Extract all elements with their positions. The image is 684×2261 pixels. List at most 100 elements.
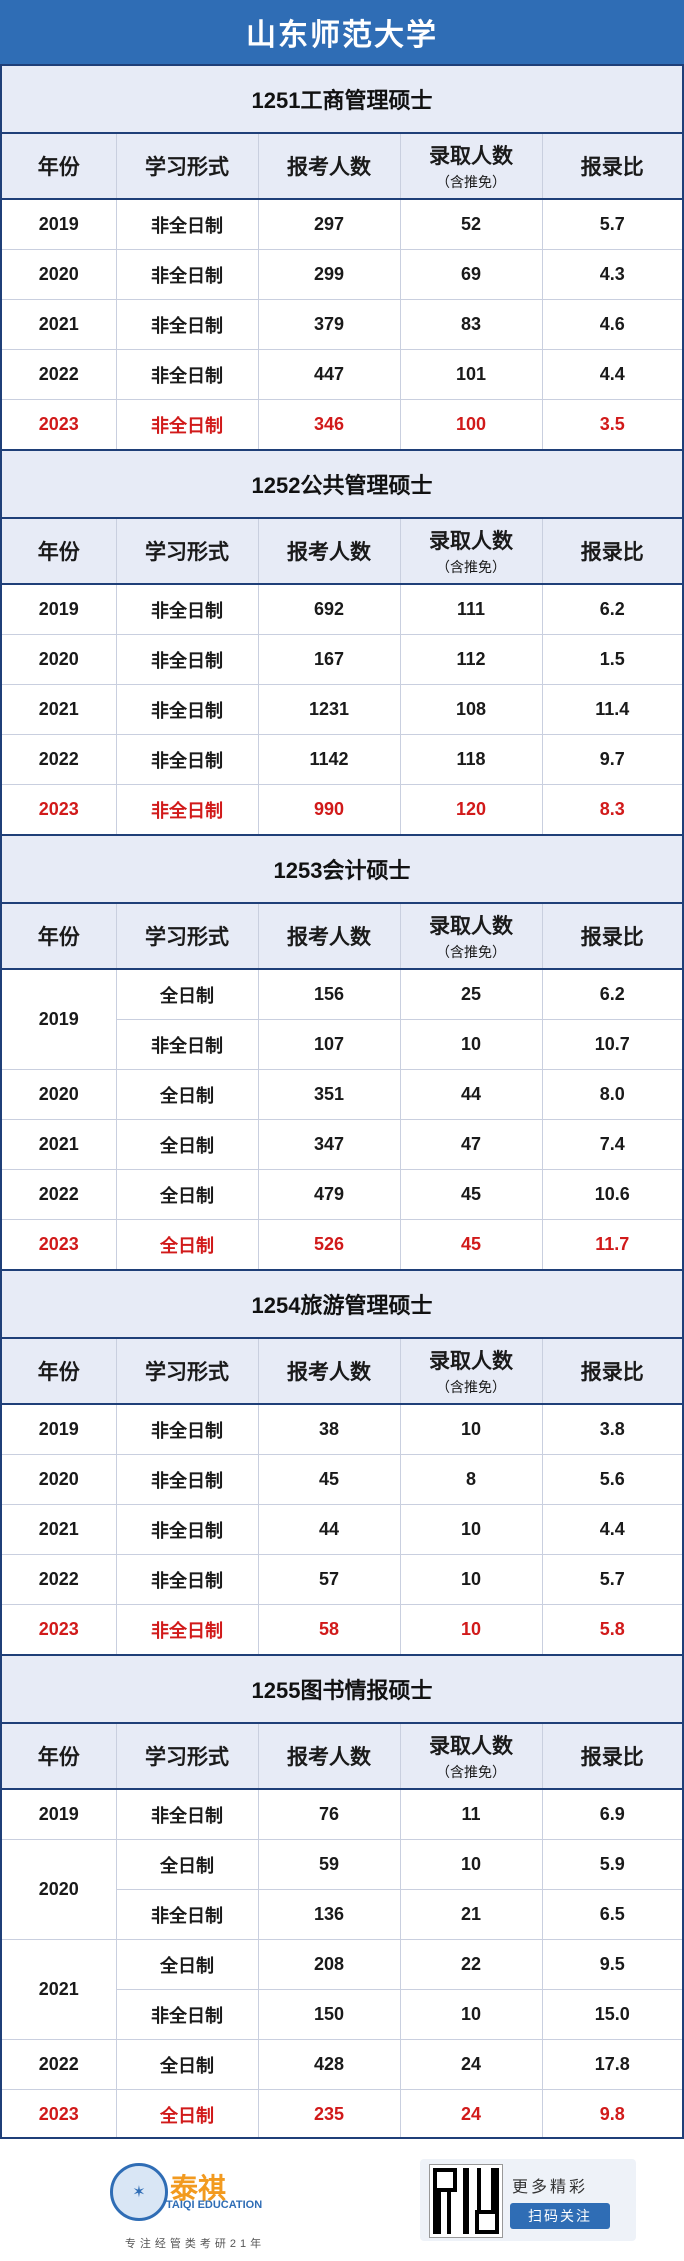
- cell-applicants: 136: [257, 1889, 400, 1940]
- logo-subtext: TAIQI EDUCATION: [166, 2199, 263, 2211]
- cell-mode: 非全日制: [115, 1504, 258, 1555]
- table-row: 2022 非全日制 447 101 4.4: [2, 349, 682, 400]
- slogan: 专注经管类考研21年: [124, 2238, 266, 2250]
- cell-ratio: 3.8: [541, 1404, 682, 1455]
- col-year: 年份: [2, 132, 116, 200]
- cell-year: 2021: [2, 684, 116, 735]
- col-applicants: 报考人数: [257, 132, 400, 200]
- cell-ratio: 6.2: [541, 969, 682, 1020]
- table-header-row: 年份 学习形式 报考人数 录取人数 （含推免） 报录比: [2, 517, 682, 585]
- program-table: 年份 学习形式 报考人数 录取人数 （含推免） 报录比 2019 非全日制 38 10 3…: [2, 1337, 682, 1654]
- program-table: 年份 学习形式 报考人数 录取人数 （含推免） 报录比 2019 全日制 156 25 6…: [2, 902, 682, 1269]
- col-admitted: 录取人数 （含推免）: [399, 517, 542, 585]
- col-mode: 学习形式: [115, 1337, 258, 1405]
- cell-mode: 全日制: [115, 1839, 258, 1890]
- cell-ratio: 6.2: [541, 584, 682, 635]
- cell-ratio: 6.9: [541, 1789, 682, 1840]
- cell-mode: 非全日制: [115, 299, 258, 350]
- cell-admitted: 112: [399, 634, 542, 685]
- cell-ratio: 5.7: [541, 199, 682, 250]
- col-ratio: 报录比: [541, 902, 682, 970]
- cell-applicants: 208: [257, 1939, 400, 1990]
- cell-ratio: 1.5: [541, 634, 682, 685]
- cell-admitted: 111: [399, 584, 542, 635]
- table-row: 2022 非全日制 57 10 5.7: [2, 1554, 682, 1605]
- cell-mode: 非全日制: [115, 1019, 258, 1070]
- col-admitted-note: （含推免）: [436, 1764, 506, 1780]
- table-row: 2020 全日制 59 10 5.9: [2, 1839, 682, 1940]
- cell-applicants: 479: [257, 1169, 400, 1220]
- cell-year: 2021: [2, 1119, 116, 1170]
- cell-ratio: 6.5: [541, 1889, 682, 1940]
- footer: ✶ 泰祺 TAIQI EDUCATION 专注经管类考研21年 更多精彩 扫码关…: [0, 2137, 684, 2261]
- table-row: 2019 非全日制 76 11 6.9: [2, 1789, 682, 1840]
- cell-admitted: 10: [399, 1504, 542, 1555]
- table-row: 2019 非全日制 692 111 6.2: [2, 584, 682, 635]
- col-admitted: 录取人数 （含推免）: [399, 132, 542, 200]
- program-table: 年份 学习形式 报考人数 录取人数 （含推免） 报录比 2019 非全日制 297 52…: [2, 132, 682, 449]
- cell-mode: 非全日制: [115, 399, 258, 449]
- scan-follow-button[interactable]: 扫码关注: [510, 2203, 610, 2229]
- table-row: 非全日制 107 10 10.7: [2, 1019, 682, 1070]
- cell-applicants: 299: [257, 249, 400, 300]
- table-row-highlight: 2023 全日制 235 24 9.8: [2, 2089, 682, 2139]
- cell-ratio: 9.5: [541, 1939, 682, 1990]
- cell-mode: 全日制: [115, 969, 258, 1020]
- page-title: 山东师范大学: [0, 0, 684, 64]
- cell-admitted: 120: [399, 784, 542, 834]
- cell-ratio: 4.6: [541, 299, 682, 350]
- cell-mode: 非全日制: [115, 349, 258, 400]
- cell-ratio: 5.8: [541, 1604, 682, 1654]
- cell-ratio: 4.4: [541, 1504, 682, 1555]
- table-row: 2021 非全日制 1231 108 11.4: [2, 684, 682, 735]
- cell-admitted: 10: [399, 1404, 542, 1455]
- col-mode: 学习形式: [115, 132, 258, 200]
- cell-ratio: 5.7: [541, 1554, 682, 1605]
- cell-admitted: 101: [399, 349, 542, 400]
- cell-admitted: 69: [399, 249, 542, 300]
- cell-mode: 非全日制: [115, 249, 258, 300]
- cell-year: 2020: [2, 1839, 116, 1940]
- col-admitted-label: 录取人数: [429, 530, 513, 553]
- table-row: 2022 全日制 428 24 17.8: [2, 2039, 682, 2090]
- col-year: 年份: [2, 902, 116, 970]
- table-row: 2019 非全日制 297 52 5.7: [2, 199, 682, 250]
- cell-ratio: 4.4: [541, 349, 682, 400]
- cell-admitted: 21: [399, 1889, 542, 1940]
- col-applicants: 报考人数: [257, 1337, 400, 1405]
- cell-applicants: 447: [257, 349, 400, 400]
- cell-applicants: 351: [257, 1069, 400, 1120]
- table-row: 非全日制 150 10 15.0: [2, 1989, 682, 2040]
- col-mode: 学习形式: [115, 517, 258, 585]
- cell-ratio: 11.7: [541, 1219, 682, 1269]
- cell-mode: 全日制: [115, 1069, 258, 1120]
- cell-mode: 全日制: [115, 2089, 258, 2139]
- cell-admitted: 24: [399, 2039, 542, 2090]
- cell-admitted: 100: [399, 399, 542, 449]
- cell-applicants: 1142: [257, 734, 400, 785]
- col-ratio: 报录比: [541, 1722, 682, 1790]
- program-section: 1254旅游管理硕士 年份 学习形式 报考人数 录取人数 （含推免） 报录比 20…: [0, 1269, 684, 1654]
- cell-mode: 非全日制: [115, 1789, 258, 1840]
- table-row: 2019 非全日制 38 10 3.8: [2, 1404, 682, 1455]
- qr-code-icon[interactable]: [429, 2164, 503, 2238]
- col-applicants: 报考人数: [257, 517, 400, 585]
- cell-ratio: 3.5: [541, 399, 682, 449]
- cell-mode: 非全日制: [115, 1454, 258, 1505]
- program-title: 1253会计硕士: [2, 834, 682, 902]
- cell-admitted: 11: [399, 1789, 542, 1840]
- logo-icon: ✶: [110, 2163, 168, 2221]
- program-section: 1251工商管理硕士 年份 学习形式 报考人数 录取人数 （含推免） 报录比 20…: [0, 64, 684, 449]
- table-row: 2021 全日制 347 47 7.4: [2, 1119, 682, 1170]
- cell-mode: 非全日制: [115, 1989, 258, 2040]
- cell-mode: 非全日制: [115, 1604, 258, 1654]
- cell-applicants: 59: [257, 1839, 400, 1890]
- program-table: 年份 学习形式 报考人数 录取人数 （含推免） 报录比 2019 非全日制 76 11 6…: [2, 1722, 682, 2139]
- table-header-row: 年份 学习形式 报考人数 录取人数 （含推免） 报录比: [2, 902, 682, 970]
- col-ratio: 报录比: [541, 132, 682, 200]
- cell-mode: 非全日制: [115, 584, 258, 635]
- cell-year: 2019: [38, 1419, 79, 1439]
- cell-year: 2020: [2, 1069, 116, 1120]
- cell-admitted: 8: [399, 1454, 542, 1505]
